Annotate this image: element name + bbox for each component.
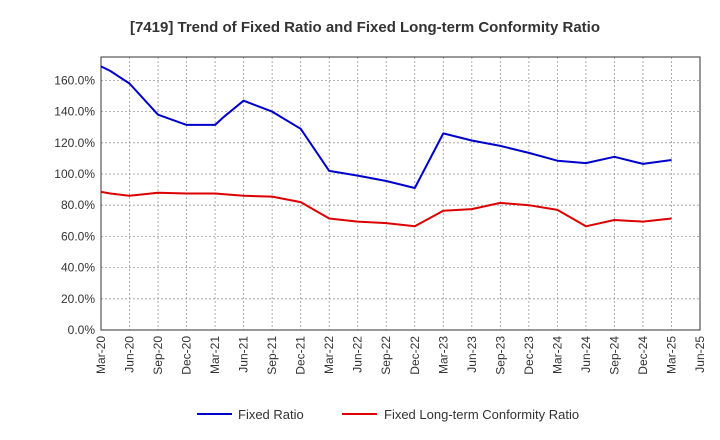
x-tick-label: Mar-24: [550, 336, 564, 374]
x-tick-label: Mar-23: [436, 336, 450, 374]
x-tick-label: Jun-22: [351, 336, 365, 373]
x-tick-label: Mar-21: [208, 336, 222, 374]
y-tick-label: 80.0%: [61, 198, 95, 212]
x-tick-label: Sep-20: [151, 336, 165, 375]
x-tick-label: Dec-20: [180, 336, 194, 375]
x-tick-label: Jun-24: [579, 336, 593, 373]
x-tick-label: Sep-23: [493, 336, 507, 375]
series-line-1: [100, 65, 672, 189]
y-tick-label: 120.0%: [54, 136, 95, 150]
x-tick-label: Dec-22: [408, 336, 422, 375]
legend-label-2: Fixed Long-term Conformity Ratio: [384, 407, 579, 422]
y-tick-label: 140.0%: [54, 105, 95, 119]
x-tick-label: Dec-23: [522, 336, 536, 375]
series-layer: [100, 65, 672, 228]
x-tick-label: Sep-22: [379, 336, 393, 375]
y-tick-label: 40.0%: [61, 261, 95, 275]
x-tick-label: Dec-24: [636, 336, 650, 375]
plot-border: [100, 56, 701, 331]
legend-label-1: Fixed Ratio: [238, 407, 304, 422]
axes: 0.0% 20.0% 40.0% 60.0% 80.0% 100.0% 120.0% 140.…: [54, 56, 707, 375]
y-tick-label: 100.0%: [54, 167, 95, 181]
y-tick-label: 60.0%: [61, 229, 95, 243]
x-tick-label: Sep-21: [265, 336, 279, 375]
x-tick-label: Mar-25: [664, 336, 678, 374]
y-tick-label: 20.0%: [61, 292, 95, 306]
x-tick-label: Mar-20: [94, 336, 108, 374]
x-tick-label: Jun-25: [693, 336, 707, 373]
x-tick-label: Jun-23: [465, 336, 479, 373]
y-tick-label: 160.0%: [54, 73, 95, 87]
chart-title: [7419] Trend of Fixed Ratio and Fixed Lo…: [130, 19, 600, 36]
x-tick-label: Jun-21: [237, 336, 251, 373]
y-tick-label: 0.0%: [68, 323, 96, 337]
x-tick-label: Jun-20: [123, 336, 137, 373]
x-tick-label: Mar-22: [322, 336, 336, 374]
legend: Fixed Ratio Fixed Long-term Conformity Ra…: [197, 407, 579, 422]
series-line-2: [100, 190, 672, 228]
x-tick-label: Sep-24: [607, 336, 621, 375]
x-tick-label: Dec-21: [294, 336, 308, 375]
